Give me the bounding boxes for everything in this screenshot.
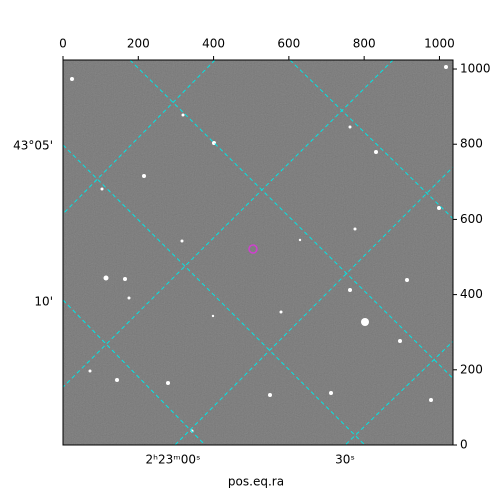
y-tick-label: 1000 (460, 62, 491, 76)
ra-tick-label: 30ˢ (335, 453, 355, 467)
y-tick-label: 400 (460, 287, 483, 301)
frame (62, 59, 454, 446)
x-tick-label: 1000 (424, 37, 455, 51)
stars (70, 65, 448, 433)
y-tick-label: 800 (460, 137, 483, 151)
x-tick-label: 400 (202, 37, 225, 51)
y-tick-label: 0 (460, 438, 468, 452)
x-tick-label: 200 (127, 37, 150, 51)
sky-image (63, 60, 453, 445)
target-marker (248, 244, 258, 254)
ra-tick-label: 2ʰ23ᵐ00ˢ (146, 453, 201, 467)
x-tick-label: 800 (353, 37, 376, 51)
x-axis-label: pos.eq.ra (228, 475, 284, 489)
x-tick-label: 600 (277, 37, 300, 51)
dec-tick-label: 10' (34, 295, 53, 309)
y-tick-label: 200 (460, 362, 483, 376)
dec-tick-label: 43°05' (13, 139, 53, 153)
coordinate-grid (63, 60, 453, 445)
x-tick-label: 0 (59, 37, 67, 51)
y-tick-label: 600 (460, 212, 483, 226)
